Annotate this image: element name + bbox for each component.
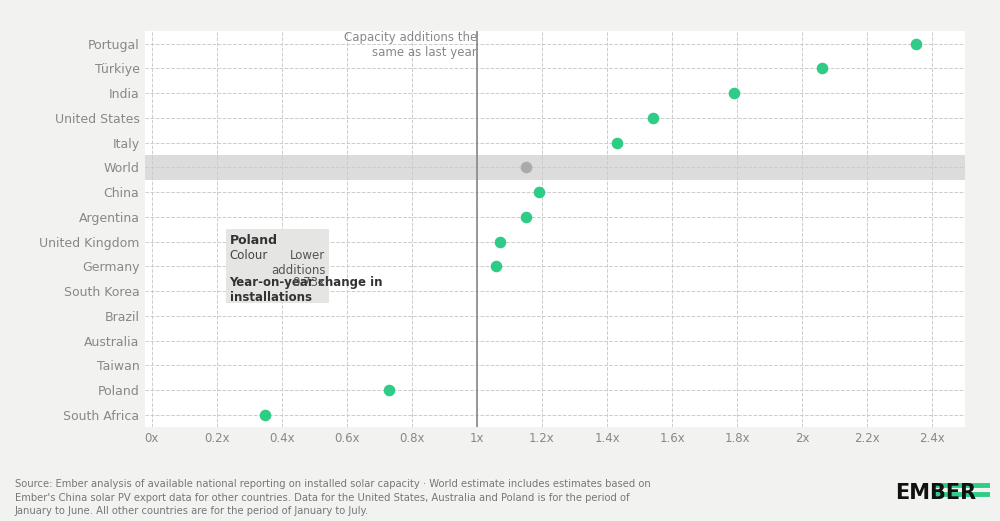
Point: [488, 262, 504, 270]
Point: [531, 188, 547, 196]
Point: [726, 89, 742, 97]
FancyBboxPatch shape: [226, 229, 329, 303]
Point: [645, 114, 661, 122]
Text: Capacity additions the
same as last year: Capacity additions the same as last year: [344, 31, 477, 59]
Text: Lower
additions: Lower additions: [271, 249, 326, 277]
Text: 0.73x: 0.73x: [293, 276, 326, 289]
Point: [381, 386, 397, 394]
Text: Source: Ember analysis of available national reporting on installed solar capaci: Source: Ember analysis of available nati…: [15, 479, 651, 516]
Text: Colour: Colour: [230, 249, 268, 262]
Point: [518, 163, 534, 171]
Point: [492, 238, 508, 246]
Point: [814, 64, 830, 72]
Point: [518, 213, 534, 221]
Text: Poland: Poland: [230, 234, 278, 247]
Bar: [145, 155, 965, 180]
Text: EMBER: EMBER: [895, 483, 976, 503]
Point: [257, 411, 273, 419]
Point: [609, 139, 625, 147]
Text: Year-on-year change in
installations: Year-on-year change in installations: [230, 276, 383, 304]
Point: [908, 40, 924, 48]
